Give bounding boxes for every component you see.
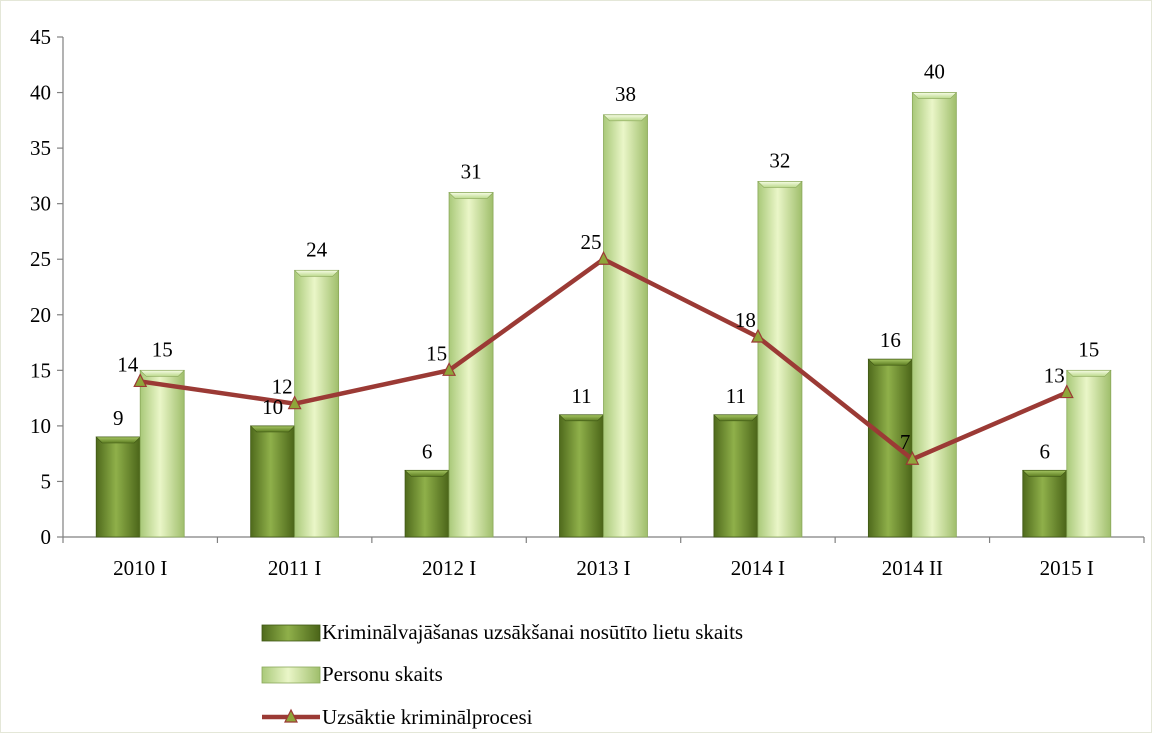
bar-dark-value-label: 11: [571, 384, 591, 408]
bar-dark-value-label: 9: [113, 406, 124, 430]
line-value-label: 13: [1044, 364, 1065, 388]
line-value-label: 25: [581, 230, 602, 254]
y-tick-label: 15: [30, 358, 51, 382]
legend-label: Personu skaits: [322, 662, 443, 686]
bar-dark-value-label: 10: [262, 395, 283, 419]
line-point-marker: [1059, 384, 1074, 399]
data-labels-layer: 9 15 10 24 6 31 11 38 11 32 16 40 6 15 14 12 15 25 18 7 13: [113, 60, 1099, 464]
bar-light-value-label: 31: [461, 160, 482, 184]
bar-dark-value-label: 6: [1040, 439, 1051, 463]
bar-dark: [558, 414, 605, 538]
bar-dark: [1022, 469, 1068, 538]
y-tick-label: 0: [41, 525, 52, 549]
x-tick-label: 2010 I: [113, 556, 167, 580]
line-point-marker: [442, 361, 457, 376]
y-tick-label: 35: [30, 136, 51, 160]
y-tick-label: 30: [30, 192, 51, 216]
bar-light: [602, 114, 649, 538]
x-tick-label: 2015 I: [1040, 556, 1094, 580]
legend-swatch-marker: [284, 708, 298, 723]
line-point-marker: [750, 328, 765, 343]
legend-swatch-dark-bar: [261, 624, 321, 642]
bar-dark-value-label: 6: [422, 439, 433, 463]
bar-light-value-label: 38: [615, 82, 636, 106]
x-tick-label: 2013 I: [576, 556, 630, 580]
y-tick-label: 5: [41, 469, 52, 493]
line-value-label: 12: [272, 375, 293, 399]
bar-dark-value-label: 16: [880, 328, 901, 352]
legend-swatch-light-bar: [261, 666, 321, 684]
bar-dark: [249, 425, 296, 538]
bar-light-value-label: 15: [1078, 337, 1099, 361]
bar-dark: [95, 436, 141, 538]
y-tick-label: 10: [30, 414, 51, 438]
y-tick-label: 20: [30, 303, 51, 327]
bar-dark: [713, 414, 759, 538]
bar-light: [139, 369, 185, 538]
x-tick-label: 2011 I: [268, 556, 321, 580]
line-value-label: 7: [900, 430, 911, 454]
bar-light: [757, 181, 803, 538]
legend-label: Uzsāktie kriminālprocesi: [322, 705, 533, 729]
line-value-label: 15: [426, 341, 447, 365]
line-point-marker: [905, 450, 920, 465]
line-value-label: 14: [117, 352, 139, 376]
line-layer: [133, 250, 1074, 465]
legend-label: Kriminālvajāšanas uzsākšanai nosūtīto li…: [322, 620, 743, 644]
y-tick-label: 40: [30, 81, 51, 105]
x-tick-label: 2014 II: [882, 556, 943, 580]
bar-light-value-label: 32: [769, 148, 790, 172]
bar-light-value-label: 40: [924, 60, 945, 84]
line-point-marker: [596, 250, 611, 265]
bar-dark: [404, 469, 450, 538]
line-point-marker: [287, 395, 302, 410]
bar-light-value-label: 15: [152, 337, 173, 361]
bar-light: [1066, 369, 1112, 538]
axes: 0 5 10 15 20 25 30 35 40 45 2010 I 2011 I 2012 I 2013…: [30, 25, 1145, 580]
y-tick-label: 45: [30, 25, 51, 49]
line-value-label: 18: [735, 308, 756, 332]
bar-light-value-label: 24: [306, 237, 328, 261]
line-point-marker: [133, 373, 148, 388]
x-tick-label: 2012 I: [422, 556, 476, 580]
bars-layer: [95, 92, 1112, 538]
y-tick-label: 25: [30, 247, 51, 271]
legend: Kriminālvajāšanas uzsākšanai nosūtīto li…: [261, 620, 743, 729]
x-tick-label: 2014 I: [731, 556, 785, 580]
bar-light: [911, 92, 958, 538]
bar-dark-value-label: 11: [726, 384, 746, 408]
